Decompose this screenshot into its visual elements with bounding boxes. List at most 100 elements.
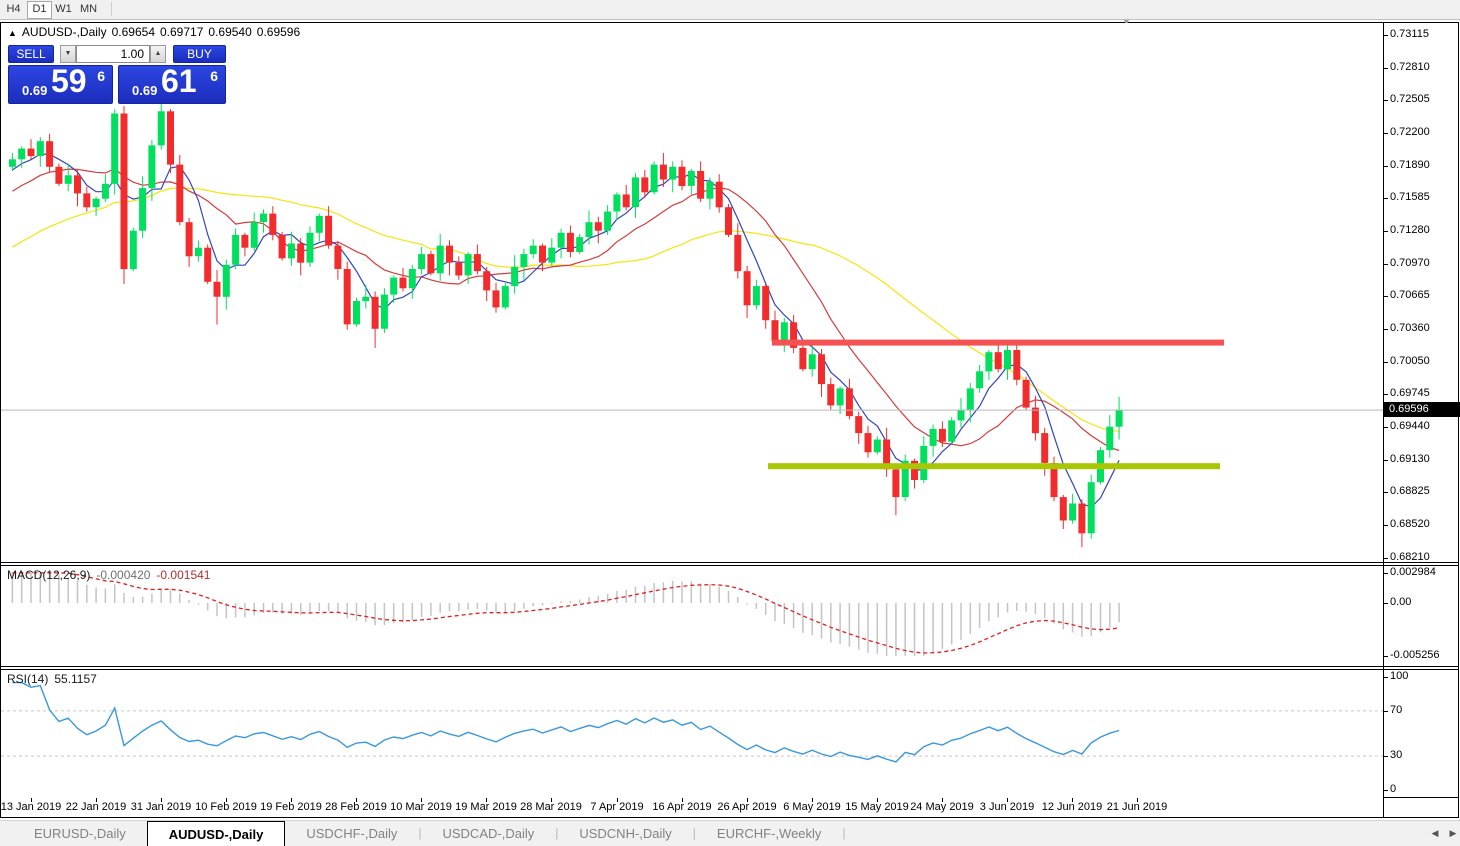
date-axis-tick xyxy=(1072,798,1073,802)
chart-tab-usdcnh[interactable]: USDCNH-,Daily xyxy=(579,826,672,841)
chart-tab-usdcad[interactable]: USDCAD-,Daily xyxy=(442,826,535,841)
macd-axis-tick xyxy=(1383,603,1388,604)
volume-decrease-button[interactable]: ▼ xyxy=(60,45,76,63)
date-axis-label: 19 Mar 2019 xyxy=(455,801,517,813)
price-axis-label: 0.70360 xyxy=(1390,322,1430,334)
buy-price-sup: 6 xyxy=(210,68,218,84)
rsi-axis-tick xyxy=(1383,711,1388,712)
date-axis-label: 28 Mar 2019 xyxy=(520,801,582,813)
date-axis-label: 13 Jan 2019 xyxy=(0,801,62,813)
date-axis-label: 19 Feb 2019 xyxy=(260,801,322,813)
buy-button[interactable]: BUY xyxy=(173,45,226,63)
header-high: 0.69717 xyxy=(160,25,204,39)
splitter-main-macd-2 xyxy=(0,565,1458,566)
sell-button[interactable]: SELL xyxy=(8,45,54,63)
price-axis-tick xyxy=(1383,231,1388,232)
rsi-axis-label: 70 xyxy=(1390,704,1403,716)
date-axis-tick xyxy=(1007,798,1008,802)
price-chart[interactable] xyxy=(1,23,1383,562)
buy-price-prefix: 0.69 xyxy=(132,83,158,98)
timeframe-toolbar: H4 D1 W1 MN xyxy=(0,0,1460,20)
timeframe-button-h4[interactable]: H4 xyxy=(6,3,21,15)
chart-tab-usdchf[interactable]: USDCHF-,Daily xyxy=(306,826,398,841)
price-axis-label: 0.71585 xyxy=(1390,191,1430,203)
sell-price-big: 59 xyxy=(51,63,87,99)
volume-increase-button[interactable]: ▲ xyxy=(150,45,166,63)
date-axis-tick xyxy=(942,798,943,802)
splitter-macd-rsi[interactable] xyxy=(0,666,1458,667)
tab-separator: | xyxy=(842,826,846,840)
macd-axis-label: 0.002984 xyxy=(1390,566,1436,578)
buy-price-big: 61 xyxy=(161,63,197,99)
buy-price-button[interactable]: 0.69 61 6 xyxy=(118,63,226,104)
rsi-indicator-chart[interactable] xyxy=(1,670,1383,798)
date-axis-tick xyxy=(812,798,813,802)
price-axis-divider xyxy=(1383,22,1384,817)
date-axis-label: 12 Jun 2019 xyxy=(1041,801,1103,813)
header-low: 0.69540 xyxy=(208,25,252,39)
chart-tab-eurchf[interactable]: EURCHF-,Weekly xyxy=(716,826,822,841)
price-axis-label: 0.72810 xyxy=(1390,61,1430,73)
price-axis-tick xyxy=(1383,362,1388,363)
one-click-panel-icon[interactable]: ▲ xyxy=(8,28,17,38)
price-axis-tick xyxy=(1383,166,1388,167)
date-axis-tick xyxy=(551,798,552,802)
price-axis-label: 0.68210 xyxy=(1390,551,1430,563)
date-axis-label: 10 Feb 2019 xyxy=(195,801,257,813)
price-axis-label: 0.71280 xyxy=(1390,224,1430,236)
window-border-right xyxy=(1458,22,1459,818)
rsi-axis-label: 30 xyxy=(1390,749,1403,761)
rsi-axis-tick xyxy=(1383,677,1388,678)
price-axis-tick xyxy=(1383,35,1388,36)
price-axis-tick xyxy=(1383,68,1388,69)
symbol-title: AUDUSD-,Daily xyxy=(21,25,107,39)
chart-tab-eurusd[interactable]: EURUSD-,Daily xyxy=(34,826,126,841)
rsi-axis-label: 100 xyxy=(1390,670,1409,682)
resistance-line[interactable] xyxy=(772,339,1224,346)
rsi-label: RSI(14) 55.1157 xyxy=(7,672,97,686)
price-axis-tick xyxy=(1383,394,1388,395)
chart-tab-audusd[interactable]: AUDUSD-,Daily xyxy=(146,821,286,846)
tab-separator: | xyxy=(692,826,696,840)
date-axis-label: 22 Jan 2019 xyxy=(65,801,127,813)
tab-scroll-right-button[interactable]: ▶ xyxy=(1449,828,1457,838)
date-axis-tick xyxy=(421,798,422,802)
macd-indicator-chart[interactable] xyxy=(1,566,1383,666)
splitter-main-macd[interactable] xyxy=(0,562,1458,563)
rsi-name: RSI(14) xyxy=(7,672,49,686)
sell-price-prefix: 0.69 xyxy=(22,83,48,98)
price-axis-label: 0.70665 xyxy=(1390,289,1430,301)
date-axis-tick xyxy=(747,798,748,802)
date-axis-label: 21 Jun 2019 xyxy=(1106,801,1168,813)
date-axis-tick xyxy=(161,798,162,802)
chart-tab-bar: EURUSD-,Daily AUDUSD-,Daily USDCHF-,Daily |… xyxy=(0,820,1460,846)
price-axis-tick xyxy=(1383,427,1388,428)
rsi-line xyxy=(12,681,1120,763)
macd-axis-label: -0.005256 xyxy=(1390,649,1440,661)
timeframe-button-mn[interactable]: MN xyxy=(79,3,98,15)
date-axis-tick xyxy=(31,798,32,802)
price-axis-label: 0.69745 xyxy=(1390,387,1430,399)
price-axis-label: 0.70050 xyxy=(1390,355,1430,367)
date-axis-label: 6 May 2019 xyxy=(783,801,841,813)
sell-price-button[interactable]: 0.69 59 6 xyxy=(8,63,113,104)
price-axis-tick xyxy=(1383,525,1388,526)
price-axis-tick xyxy=(1383,198,1388,199)
panel-collapse-icon[interactable]: ▼ xyxy=(1122,17,1131,27)
volume-input[interactable] xyxy=(76,45,150,63)
price-axis-tick xyxy=(1383,100,1388,101)
window-border-bottom xyxy=(0,817,1459,818)
candles xyxy=(8,97,1123,548)
rsi-axis-tick xyxy=(1383,790,1388,791)
timeframe-button-d1[interactable]: D1 xyxy=(27,1,52,19)
support-line[interactable] xyxy=(768,463,1220,470)
macd-name: MACD(12,26,9) xyxy=(7,568,91,582)
date-axis-label: 7 Apr 2019 xyxy=(590,801,644,813)
price-axis-label: 0.69440 xyxy=(1390,420,1430,432)
header-open: 0.69654 xyxy=(111,25,155,39)
chart-header: ▲ AUDUSD-,Daily 0.69654 0.69717 0.69540 0.695… xyxy=(8,25,305,39)
timeframe-button-w1[interactable]: W1 xyxy=(55,3,72,15)
tab-scroll-left-button[interactable]: ◀ xyxy=(1431,828,1439,838)
price-axis-label: 0.71890 xyxy=(1390,159,1430,171)
